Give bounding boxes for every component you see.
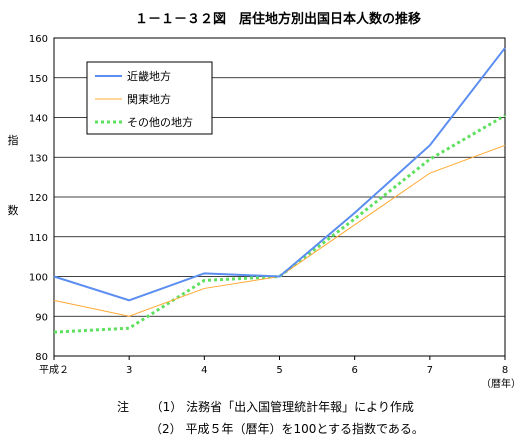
y-axis-label: 指	[8, 133, 19, 147]
legend-label: 近畿地方	[127, 69, 171, 83]
series-line-2	[53, 144, 506, 317]
note-2-text: 平成５年（暦年）を100とする指数である。	[185, 422, 424, 436]
y-tick-label: 90	[35, 312, 48, 323]
note-2: （2） 平成５年（暦年）を100とする指数である。	[150, 420, 424, 437]
y-tick-label: 150	[29, 74, 48, 85]
legend-label: その他の地方	[127, 115, 193, 129]
series-line-3	[53, 114, 506, 334]
x-tick-label: 6	[351, 365, 357, 376]
note-1-number: （1）	[150, 400, 183, 414]
legend-label: 関東地方	[127, 92, 171, 106]
note-2-number: （2）	[150, 422, 182, 436]
y-tick-label: 120	[29, 193, 48, 204]
x-tick-label: 8	[502, 365, 508, 376]
y-tick-label: 130	[29, 153, 48, 164]
y-tick-label: 110	[29, 233, 48, 244]
x-tick-label: 7	[427, 365, 433, 376]
y-tick-label: 140	[29, 114, 48, 125]
x-tick-label: 4	[201, 365, 207, 376]
note-1: 注 （1） 法務省「出入国管理統計年報」により作成	[117, 398, 414, 415]
x-tick-label: 3	[126, 365, 132, 376]
y-tick-label: 80	[35, 352, 48, 363]
note-marker: 注	[117, 400, 130, 414]
x-tick-label: 5	[276, 365, 282, 376]
x-unit-label: （暦年）	[481, 377, 521, 390]
y-tick-label: 100	[29, 273, 48, 284]
y-axis-label: 数	[8, 204, 19, 217]
x-tick-label: 平成２	[39, 364, 69, 376]
note-1-text: 法務省「出入国管理統計年報」により作成	[186, 400, 414, 414]
chart-title: １－１－３２図 居住地方別出国日本人数の推移	[135, 11, 421, 27]
y-tick-label: 160	[29, 34, 48, 45]
